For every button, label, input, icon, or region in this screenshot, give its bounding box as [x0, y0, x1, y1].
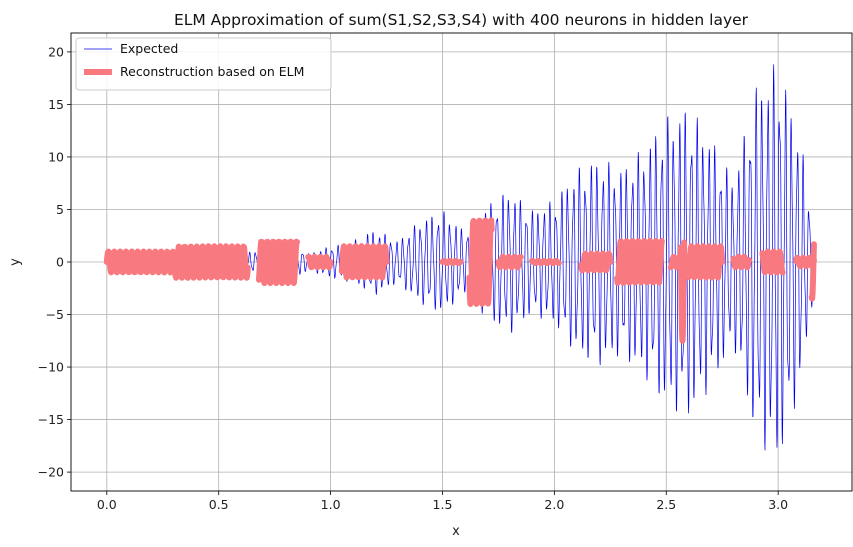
y-tick-label: 15: [48, 97, 64, 112]
x-tick-label: 0.0: [97, 497, 117, 512]
y-tick-label: 0: [56, 255, 64, 270]
reconstruction-segment: [730, 253, 753, 271]
y-tick-label: −15: [38, 412, 64, 427]
reconstruction-segment: [578, 250, 614, 274]
y-axis-label: y: [8, 258, 23, 266]
reconstruction-segment: [759, 248, 786, 276]
y-tick-label: −20: [38, 465, 64, 480]
y-tick-label: 5: [56, 202, 64, 217]
x-axis-label: x: [452, 524, 460, 539]
x-tick-label: 1.5: [433, 497, 453, 512]
grid: [71, 33, 852, 491]
x-tick-label: 0.5: [209, 497, 229, 512]
reconstruction-segment: [439, 257, 464, 267]
reconstruction-segment: [466, 217, 495, 307]
reconstruction-segment: [495, 253, 524, 271]
x-tick-label: 3.0: [768, 497, 788, 512]
y-tick-label: 10: [48, 149, 64, 164]
reconstruction-segment: [528, 257, 562, 267]
y-tick-label: −10: [38, 360, 64, 375]
y-tick-label: −5: [46, 307, 64, 322]
reconstruction-segment: [677, 239, 688, 344]
reconstruction-segment: [305, 253, 334, 271]
legend-box: [75, 37, 332, 91]
reconstruction-segment: [338, 243, 390, 281]
reconstruction-segment: [685, 243, 726, 281]
x-tick-label: 1.0: [321, 497, 341, 512]
x-tick-label: 2.5: [656, 497, 676, 512]
reconstruction-segment: [614, 237, 665, 286]
legend: Expected Reconstruction based on ELM: [75, 37, 332, 91]
x-tick-label: 2.0: [544, 497, 564, 512]
reconstruction-segment: [808, 241, 817, 302]
reconstruction-segment: [103, 248, 177, 276]
reconstruction-series: [103, 217, 817, 344]
legend-label-reconstruction: Reconstruction based on ELM: [120, 64, 304, 79]
x-axis-ticks: 0.0 0.5 1.0 1.5 2.0 2.5 3.0: [97, 491, 788, 512]
chart-title: ELM Approximation of sum(S1,S2,S3,S4) wi…: [174, 11, 749, 29]
reconstruction-segment: [255, 238, 301, 287]
reconstruction-segment: [170, 243, 251, 281]
legend-label-expected: Expected: [120, 41, 178, 56]
y-tick-label: 20: [48, 44, 64, 59]
y-axis-ticks: −20 −15 −10 −5 0 5 10 15 20: [38, 44, 71, 480]
